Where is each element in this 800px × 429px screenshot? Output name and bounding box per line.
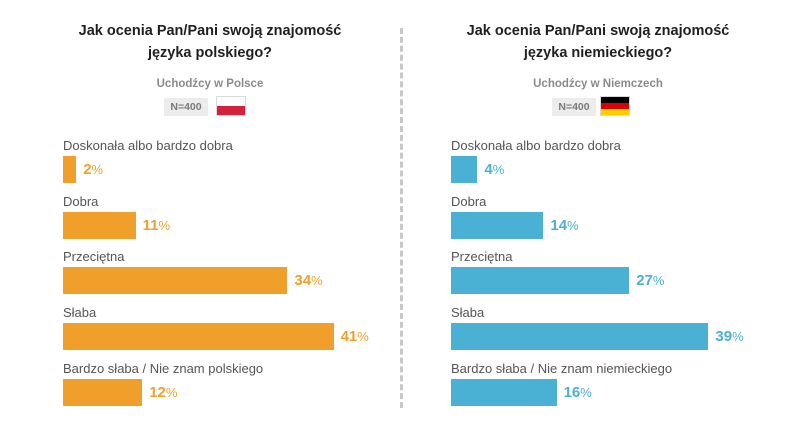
chart-title: Jak ocenia Pan/Pani swoją znajomość języ… [20,20,400,64]
value-number: 11 [142,217,159,234]
chart-title-line-2: języka niemieckiego? [523,45,673,61]
value-unit: % [492,162,505,177]
category-label: Doskonała albo bardzo dobra [63,138,233,153]
value-number: 16 [563,384,581,401]
chart-title: Jak ocenia Pan/Pani swoją znajomość języ… [408,20,788,64]
value-unit: % [165,385,178,400]
value-unit: % [91,162,104,177]
value-number: 34 [294,272,312,289]
value-label: 14% [550,212,578,239]
chart-germany: Jak ocenia Pan/Pani swoją znajomość języ… [408,0,788,429]
sample-size-badge: N=400 [552,98,596,116]
value-number: 39 [715,328,733,345]
bar [451,267,630,294]
panel-divider [400,28,403,408]
value-number: 12 [149,384,166,401]
bar [451,212,544,239]
bar [451,379,557,406]
value-number: 41 [340,328,358,345]
value-label: 2% [83,156,103,183]
bar [63,379,143,406]
value-unit: % [652,273,665,288]
category-label: Bardzo słaba / Nie znam niemieckiego [451,361,673,376]
value-unit: % [158,218,171,233]
chart-title-line-1: Jak ocenia Pan/Pani swoją znajomość [78,23,342,39]
value-number: 4 [484,161,493,178]
chart-title-line-1: Jak ocenia Pan/Pani swoją znajomość [466,23,730,39]
value-label: 4% [484,156,504,183]
value-label: 27% [636,267,664,294]
bar [63,156,77,183]
category-label: Bardzo słaba / Nie znam polskiego [63,361,264,376]
category-label: Przeciętna [63,249,125,264]
category-label: Dobra [63,194,99,209]
value-unit: % [580,385,592,400]
chart-poland: Jak ocenia Pan/Pani swoją znajomość języ… [20,0,400,429]
category-label: Doskonała albo bardzo dobra [451,138,621,153]
bar [451,323,709,350]
category-label: Słaba [451,305,485,320]
value-label: 12% [149,379,177,406]
value-label: 16% [564,379,592,406]
bar [63,267,288,294]
value-number: 27 [636,272,653,289]
value-unit: % [357,329,369,344]
sample-size-badge: N=400 [164,98,208,116]
bar [63,212,136,239]
value-label: 34% [294,267,322,294]
chart-subtitle: Uchodźcy w Niemczech [533,78,663,90]
category-label: Przeciętna [451,249,513,264]
value-label: 39% [715,323,743,350]
value-number: 2 [83,161,92,178]
bar [63,323,334,350]
value-unit: % [567,218,579,233]
poland-flag-icon [216,96,246,116]
value-label: 41% [341,323,369,350]
value-unit: % [732,329,744,344]
value-unit: % [311,273,323,288]
category-label: Dobra [451,194,487,209]
category-label: Słaba [63,305,97,320]
bar [451,156,478,183]
value-number: 14 [550,217,568,234]
germany-flag-icon [600,96,630,116]
chart-title-line-2: języka polskiego? [147,45,273,61]
value-label: 11% [143,212,170,239]
chart-subtitle: Uchodźcy w Polsce [156,78,264,90]
